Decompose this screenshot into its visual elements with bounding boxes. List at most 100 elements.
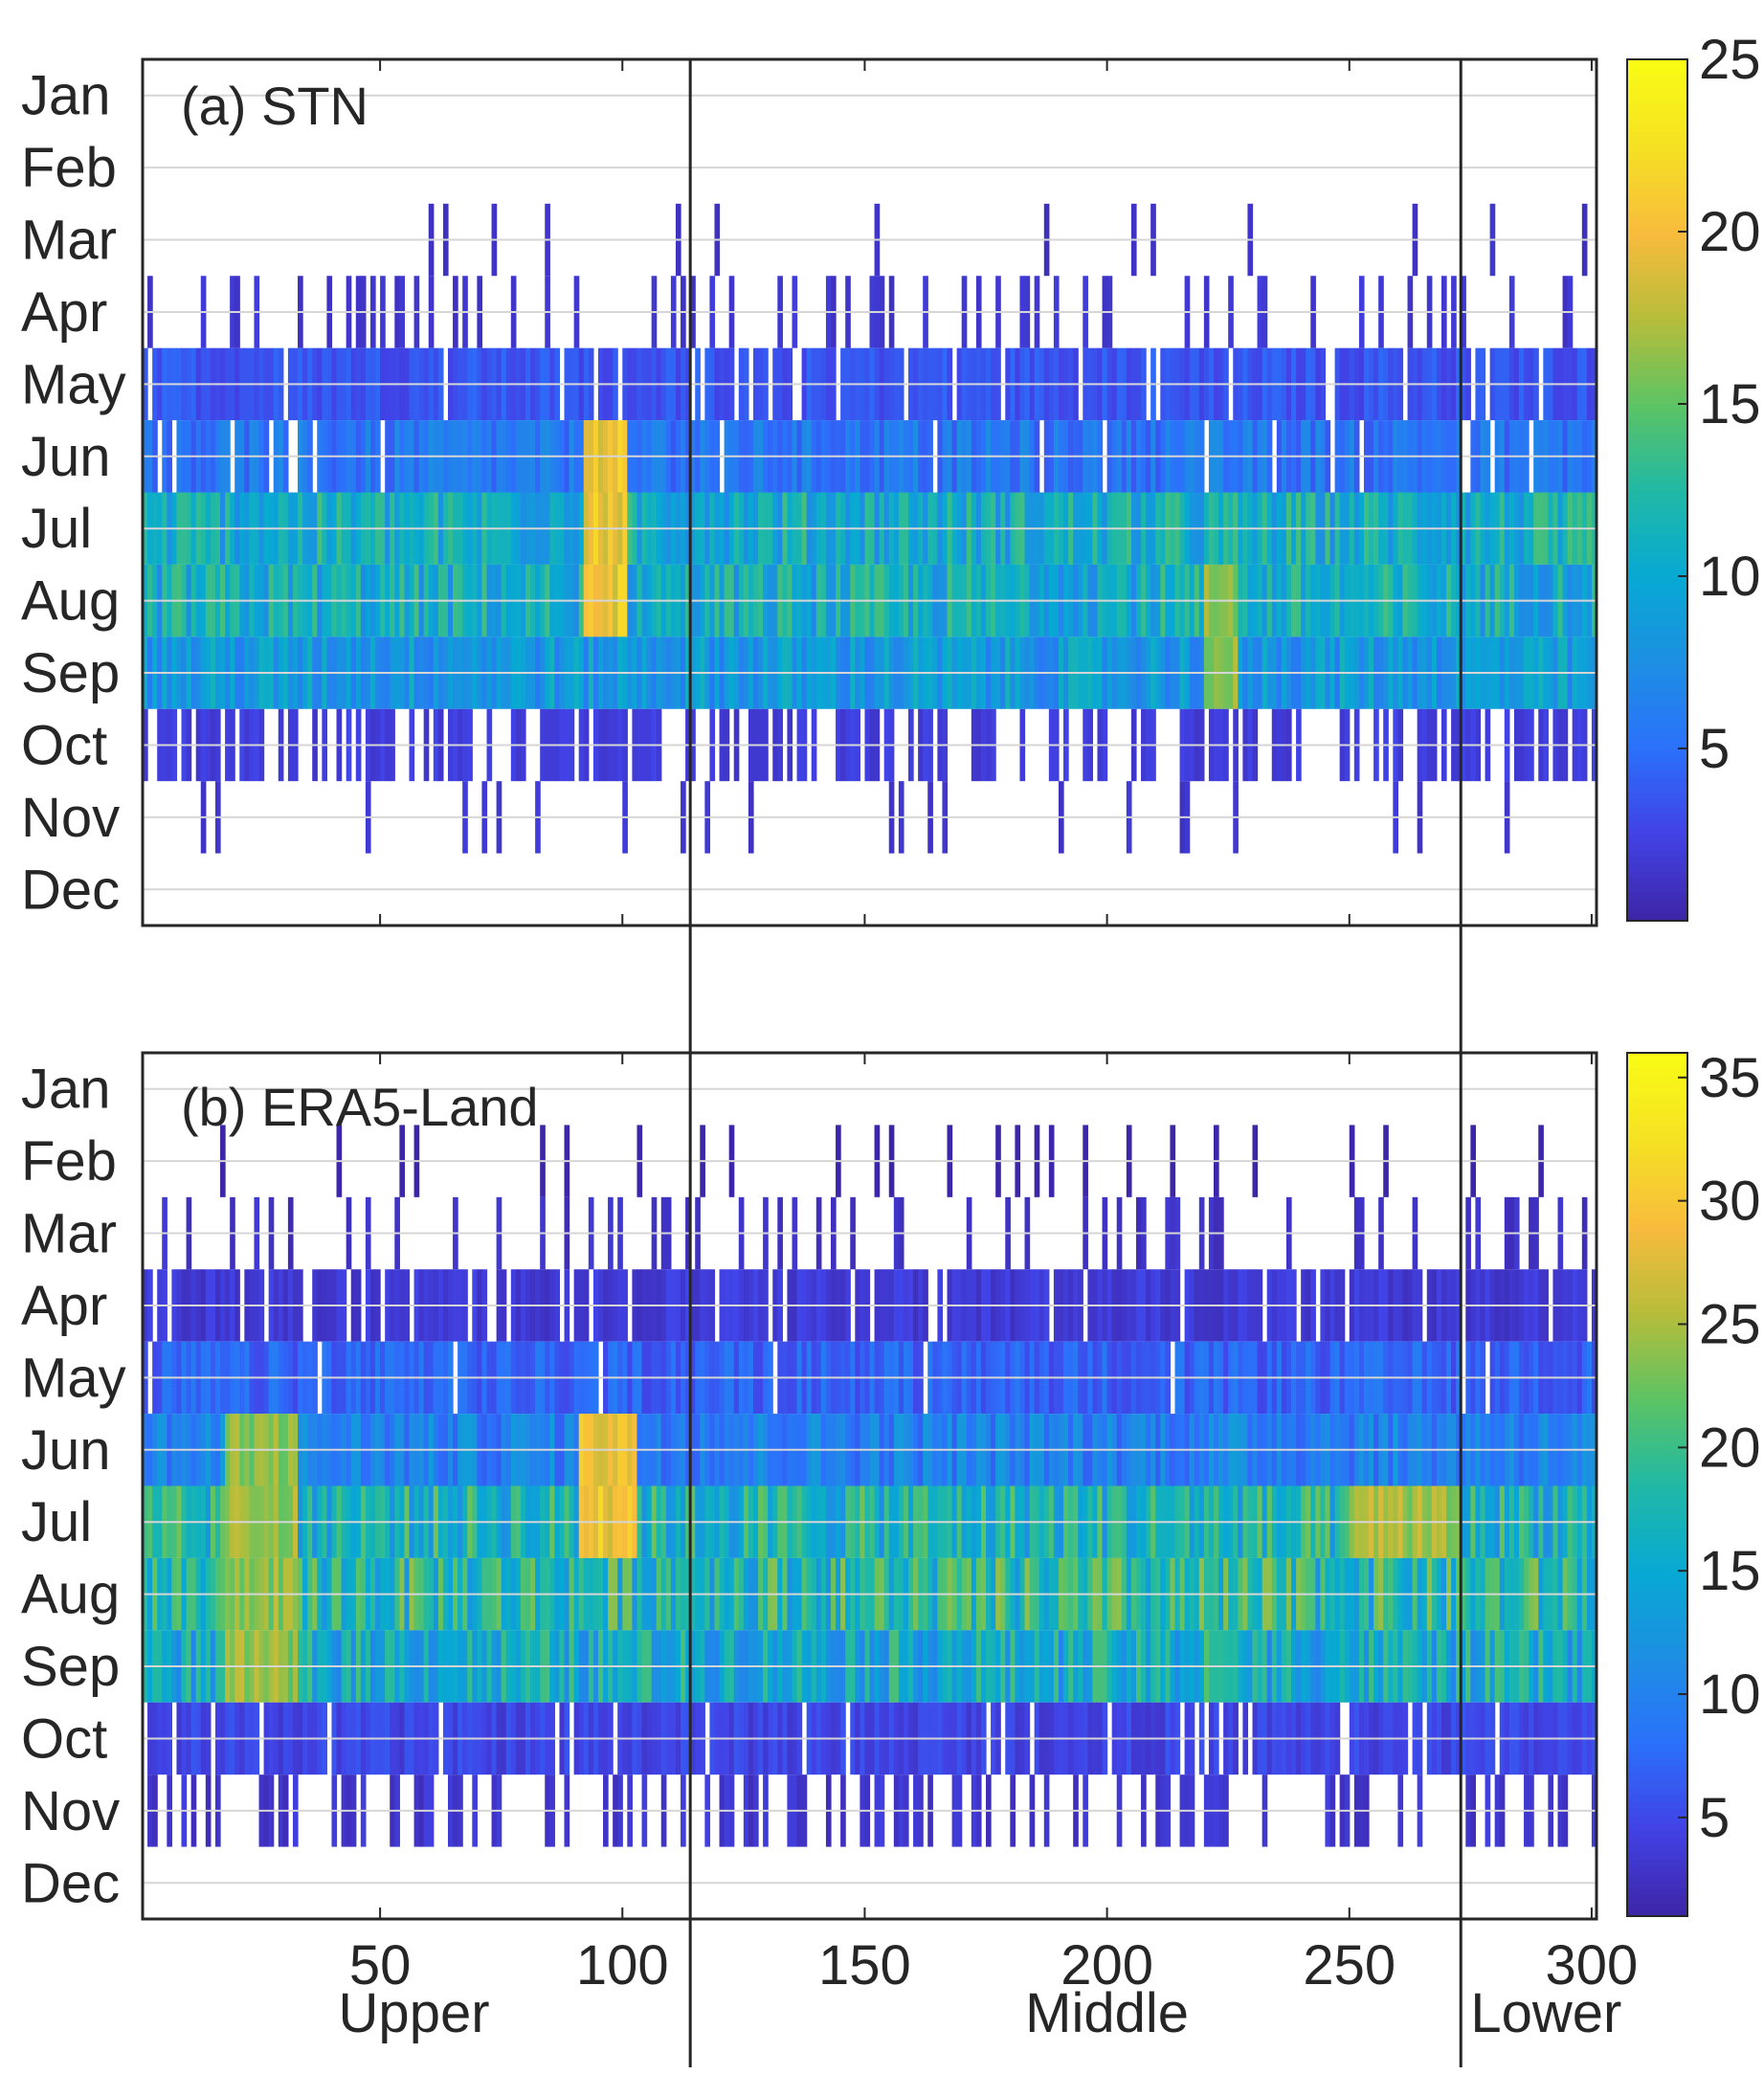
colorbar-segment <box>1627 490 1687 499</box>
colorbar-segment <box>1627 1858 1687 1867</box>
month-label: Aug <box>21 570 120 633</box>
colorbar-segment <box>1627 1794 1687 1802</box>
colorbar-tick-label: 5 <box>1699 718 1730 780</box>
colorbar-segment <box>1627 1642 1687 1651</box>
colorbar-segment <box>1627 66 1687 75</box>
colorbar-tick-label: 5 <box>1699 1787 1730 1849</box>
colorbar-segment <box>1627 1865 1687 1874</box>
month-label: Oct <box>21 1708 107 1771</box>
colorbar-segment <box>1627 1276 1687 1284</box>
colorbar-segment <box>1627 174 1687 183</box>
colorbar-segment <box>1627 418 1687 427</box>
colorbar-segment <box>1627 1757 1687 1766</box>
colorbar-segment <box>1627 540 1687 548</box>
colorbar-segment <box>1627 1837 1687 1845</box>
colorbar-segment <box>1627 482 1687 491</box>
colorbar-segment <box>1627 1391 1687 1399</box>
colorbar-segment <box>1627 117 1687 125</box>
colorbar-segment <box>1627 138 1687 146</box>
colorbar-segment <box>1627 145 1687 154</box>
colorbar-segment <box>1627 1614 1687 1622</box>
colorbar-segment <box>1627 80 1687 89</box>
colorbar-segment <box>1627 691 1687 700</box>
colorbar-segment <box>1627 1808 1687 1817</box>
colorbar-segment <box>1627 655 1687 663</box>
colorbar-segment <box>1627 1714 1687 1723</box>
month-label: Nov <box>21 1780 120 1842</box>
month-label: Jan <box>21 65 111 127</box>
colorbar-segment <box>1627 1851 1687 1860</box>
colorbar-segment <box>1627 246 1687 255</box>
month-label: Jul <box>21 498 92 560</box>
colorbar-segment <box>1627 303 1687 312</box>
x-tick-label: 100 <box>576 1934 669 1997</box>
colorbar-tick-label: 10 <box>1699 1663 1761 1726</box>
colorbar-segment <box>1627 1211 1687 1219</box>
colorbar-segment <box>1627 1131 1687 1140</box>
colorbar-segment <box>1627 1268 1687 1277</box>
colorbar-segment <box>1627 1462 1687 1471</box>
colorbar-segment <box>1627 1736 1687 1745</box>
colorbar-tick-label: 35 <box>1699 1047 1761 1109</box>
colorbar-segment <box>1627 813 1687 821</box>
colorbar-segment <box>1627 95 1687 103</box>
colorbar-segment <box>1627 892 1687 901</box>
colorbar-segment <box>1627 181 1687 190</box>
colorbar-segment <box>1627 605 1687 614</box>
colorbar-segment <box>1627 1362 1687 1371</box>
month-label: Dec <box>21 1852 120 1914</box>
colorbar-segment <box>1627 576 1687 585</box>
month-label: May <box>21 1347 126 1409</box>
colorbar-segment <box>1627 1628 1687 1637</box>
colorbar-segment <box>1627 1455 1687 1464</box>
colorbar-segment <box>1627 591 1687 599</box>
colorbar-segment <box>1627 640 1687 649</box>
month-label: Oct <box>21 715 107 777</box>
colorbar-segment <box>1627 1397 1687 1407</box>
colorbar-frame <box>1626 1052 1688 1917</box>
colorbar-segment <box>1627 1261 1687 1270</box>
colorbar-segment <box>1627 411 1687 419</box>
colorbar-segment <box>1627 806 1687 814</box>
colorbar-segment <box>1627 856 1687 864</box>
colorbar-segment <box>1627 1160 1687 1170</box>
month-label: Nov <box>21 787 120 849</box>
colorbar-segment <box>1627 123 1687 132</box>
colorbar-segment <box>1627 1189 1687 1198</box>
colorbar-segment <box>1627 1585 1687 1594</box>
colorbar-segment <box>1627 497 1687 505</box>
colorbar-segment <box>1627 131 1687 140</box>
stn-x-ticks <box>379 59 1593 926</box>
colorbar-segment <box>1627 375 1687 384</box>
colorbar-segment <box>1627 583 1687 591</box>
colorbar-segment <box>1627 1692 1687 1702</box>
colorbar-segment <box>1627 1246 1687 1256</box>
colorbar-tick-label: 15 <box>1699 373 1761 435</box>
colorbar-segment <box>1627 1894 1687 1903</box>
colorbar-segment <box>1627 1305 1687 1313</box>
colorbar-segment <box>1627 1886 1687 1896</box>
colorbar-segment <box>1627 461 1687 470</box>
colorbar-segment <box>1627 1663 1687 1673</box>
colorbar-segment <box>1627 1635 1687 1644</box>
colorbar-segment <box>1627 1146 1687 1155</box>
colorbar-segment <box>1627 504 1687 513</box>
colorbar-segment <box>1627 619 1687 628</box>
colorbar-segment <box>1627 1110 1687 1119</box>
colorbar-segment <box>1627 1534 1687 1543</box>
colorbar-segment <box>1627 1606 1687 1616</box>
colorbar-segment <box>1627 1765 1687 1774</box>
colorbar-segment <box>1627 1700 1687 1708</box>
colorbar-segment <box>1627 1182 1687 1191</box>
colorbar-segment <box>1627 224 1687 233</box>
stn-month-gridlines <box>143 94 1597 891</box>
colorbar-segment <box>1627 210 1687 218</box>
month-label: Apr <box>21 281 107 344</box>
panel-era5-land: Jan Feb Mar Apr May Jun Jul Aug Sep Oct Nov Dec (b)… <box>21 1047 1761 1997</box>
colorbar-segment <box>1627 361 1687 369</box>
colorbar-tick-label: 30 <box>1699 1171 1761 1233</box>
colorbar-segment <box>1627 1657 1687 1665</box>
colorbar-segment <box>1627 612 1687 620</box>
colorbar-segment <box>1627 720 1687 728</box>
colorbar-segment <box>1627 913 1687 922</box>
